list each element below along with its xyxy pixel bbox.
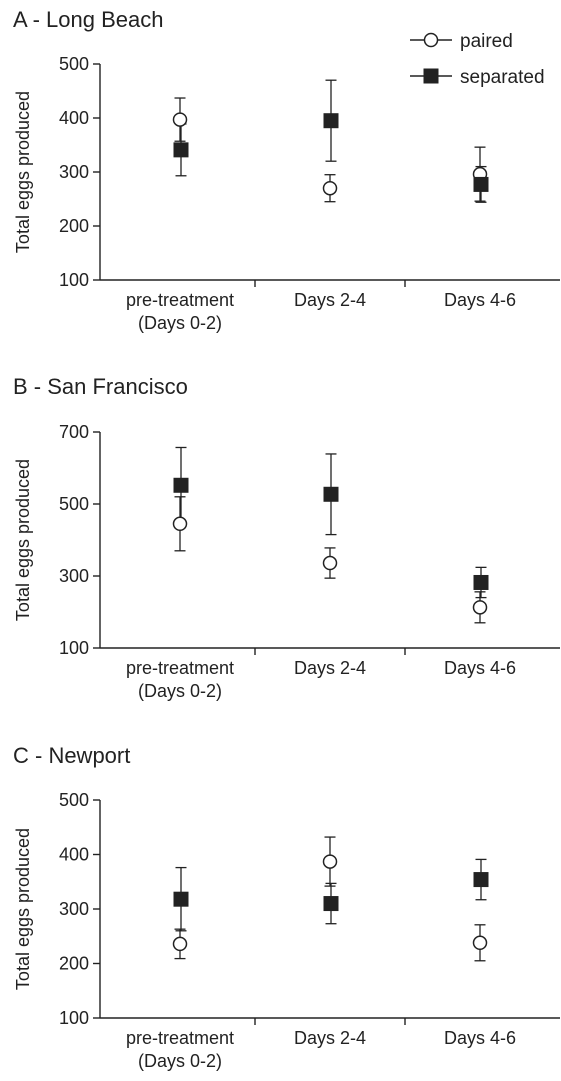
y-tick-label: 500 xyxy=(59,494,89,514)
y-tick-label: 500 xyxy=(59,54,89,74)
chart-panel-2: B - San Francisco Total eggs produced 100 3… xyxy=(13,374,560,701)
x-tick-label: Days 2-4 xyxy=(294,1028,366,1048)
y-tick-label: 300 xyxy=(59,566,89,586)
legend-paired-label: paired xyxy=(460,31,513,52)
data-point-paired xyxy=(322,180,338,196)
chart-panel-3: C - Newport Total eggs produced 100 200 300 4… xyxy=(13,743,560,1071)
x-tick-label: pre-treatment xyxy=(126,658,234,678)
y-tick-label: 300 xyxy=(59,899,89,919)
data-point-separated xyxy=(323,486,339,502)
data-point-paired xyxy=(172,516,188,532)
data-point-separated xyxy=(173,477,189,493)
x-tick-label: (Days 0-2) xyxy=(138,1051,222,1071)
y-axis-label: Total eggs produced xyxy=(13,459,33,621)
x-tick-label: (Days 0-2) xyxy=(138,681,222,701)
data-point-paired xyxy=(172,936,188,952)
y-tick-label: 100 xyxy=(59,270,89,290)
x-tick-label: Days 4-6 xyxy=(444,658,516,678)
data-point-paired xyxy=(322,854,338,869)
data-point-paired xyxy=(472,935,488,951)
legend-paired-marker xyxy=(423,32,439,48)
data-point-paired xyxy=(322,555,338,571)
legend-separated-marker xyxy=(423,68,439,84)
x-tick-label: pre-treatment xyxy=(126,1028,234,1048)
data-point-separated xyxy=(323,896,339,912)
x-tick-label: pre-treatment xyxy=(126,290,234,310)
x-tick-label: (Days 0-2) xyxy=(138,313,222,333)
y-tick-label: 100 xyxy=(59,638,89,658)
data-point-separated xyxy=(173,142,189,158)
y-tick-label: 200 xyxy=(59,216,89,236)
y-tick-label: 500 xyxy=(59,790,89,810)
chart-title: A - Long Beach xyxy=(13,7,163,32)
y-axis-label: Total eggs produced xyxy=(13,828,33,990)
data-point-paired xyxy=(472,600,488,615)
chart-title: B - San Francisco xyxy=(13,374,188,399)
legend: paired separated xyxy=(410,31,545,88)
data-point-separated xyxy=(473,574,489,590)
x-tick-label: Days 2-4 xyxy=(294,658,366,678)
y-tick-label: 400 xyxy=(59,108,89,128)
data-point-separated xyxy=(473,176,489,192)
data-point-separated xyxy=(473,872,489,888)
y-tick-label: 100 xyxy=(59,1008,89,1028)
y-tick-label: 400 xyxy=(59,845,89,865)
y-tick-label: 200 xyxy=(59,954,89,974)
y-tick-label: 700 xyxy=(59,422,89,442)
data-point-paired xyxy=(172,112,188,127)
x-tick-label: Days 4-6 xyxy=(444,1028,516,1048)
chart-panel-1: A - Long Beach Total eggs produced 100 200 3… xyxy=(13,7,560,333)
legend-separated-label: separated xyxy=(460,67,545,88)
y-axis-label: Total eggs produced xyxy=(13,91,33,253)
x-tick-label: Days 2-4 xyxy=(294,290,366,310)
data-point-separated xyxy=(173,891,189,907)
x-tick-label: Days 4-6 xyxy=(444,290,516,310)
data-point-separated xyxy=(323,113,339,129)
chart-title: C - Newport xyxy=(13,743,130,768)
y-tick-label: 300 xyxy=(59,162,89,182)
